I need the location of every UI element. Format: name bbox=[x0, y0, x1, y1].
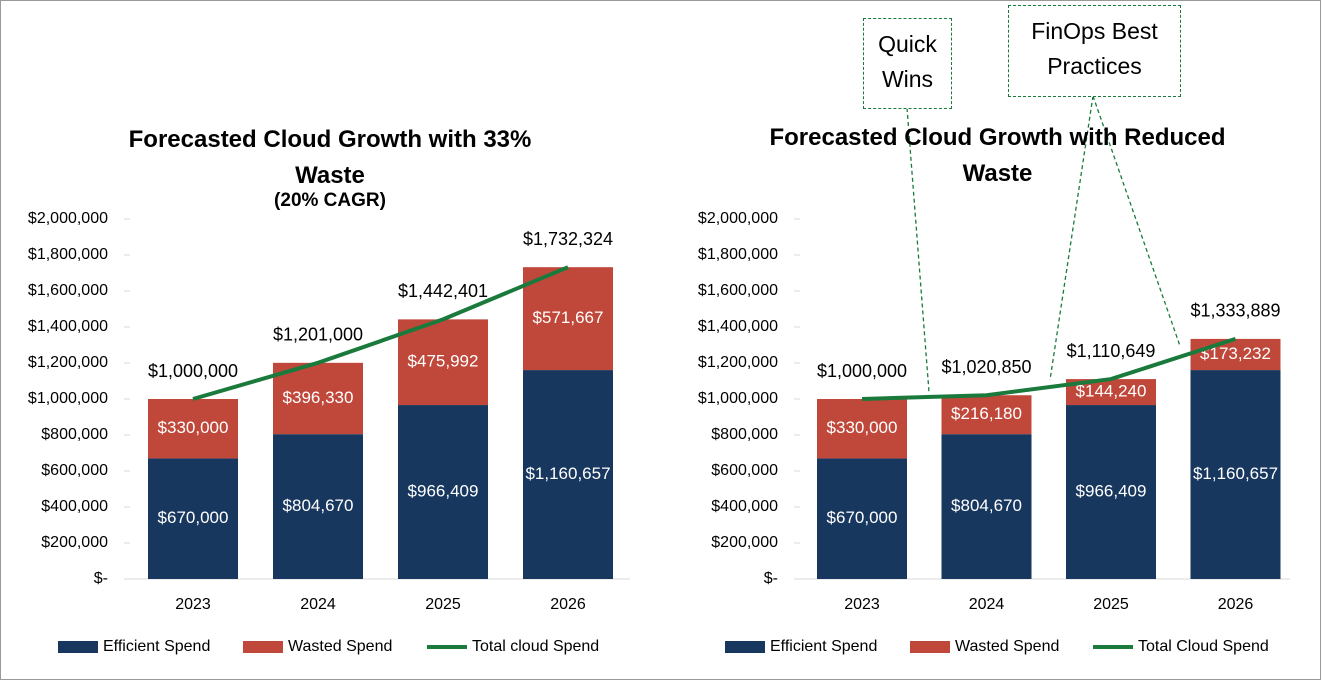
y-tick-label: $400,000 bbox=[41, 498, 108, 515]
line-value-label: $1,000,000 bbox=[148, 361, 238, 381]
line-value-label: $1,020,850 bbox=[941, 357, 1031, 377]
bar-value-label: $966,409 bbox=[408, 482, 479, 501]
y-tick-label: $800,000 bbox=[41, 426, 108, 443]
x-tick-label: 2026 bbox=[550, 596, 586, 613]
line-value-label: $1,442,401 bbox=[398, 281, 488, 301]
bar-segment bbox=[1190, 338, 1281, 371]
chart-left: $- $200,000 $400,000 $600,000 $800,000 $1,000… bbox=[28, 210, 630, 655]
callout-line bbox=[1049, 95, 1094, 381]
bar-value-label: $144,240 bbox=[1076, 382, 1147, 401]
bar-segment bbox=[523, 267, 613, 371]
annotation: FinOps Best Practices bbox=[1008, 5, 1181, 97]
y-tick-label: $1,200,000 bbox=[698, 354, 778, 371]
line-value-label: $1,201,000 bbox=[273, 325, 363, 345]
x-tick-label: 2025 bbox=[1093, 596, 1129, 613]
x-tick-label: 2023 bbox=[175, 596, 211, 613]
legend-label: Wasted Spend bbox=[955, 638, 1059, 655]
line-value-label: $1,000,000 bbox=[817, 361, 907, 381]
line-value-label: $1,732,324 bbox=[523, 229, 613, 249]
y-tick-label: $1,800,000 bbox=[28, 246, 108, 263]
bar-segment bbox=[1190, 370, 1281, 579]
bar-value-label: $571,667 bbox=[533, 308, 604, 327]
bar-value-label: $173,232 bbox=[1200, 344, 1271, 363]
legend-label: Total cloud Spend bbox=[472, 638, 599, 655]
annotation: Quick Wins bbox=[863, 18, 952, 109]
bar-value-label: $670,000 bbox=[158, 508, 229, 527]
x-tick-label: 2024 bbox=[969, 596, 1005, 613]
y-tick-label: $400,000 bbox=[711, 498, 778, 515]
bar-value-label: $804,670 bbox=[951, 496, 1022, 515]
line-series bbox=[861, 336, 1237, 401]
bar-value-label: $216,180 bbox=[951, 404, 1022, 423]
legend-label: Efficient Spend bbox=[770, 638, 877, 655]
bar-value-label: $804,670 bbox=[283, 496, 354, 515]
callout-lines bbox=[906, 95, 1181, 393]
bar-segment bbox=[523, 370, 613, 579]
chart-title: Forecasted Cloud Growth with Reduced Was… bbox=[769, 124, 1226, 187]
chart-right: $- $200,000 $400,000 $600,000 $800,000 $1,000… bbox=[698, 210, 1290, 655]
bar-segment bbox=[148, 458, 238, 579]
legend-swatch bbox=[725, 641, 765, 653]
bar-value-label: $1,160,657 bbox=[1193, 464, 1278, 483]
bar-segment bbox=[398, 405, 488, 579]
y-tick-label: $1,400,000 bbox=[698, 318, 778, 335]
bar-segment bbox=[941, 434, 1032, 579]
x-tick-label: 2024 bbox=[300, 596, 336, 613]
bar-value-label: $396,330 bbox=[283, 388, 354, 407]
y-tick-label: $1,000,000 bbox=[698, 390, 778, 407]
y-tick-label: $- bbox=[764, 570, 778, 587]
y-tick-label: $800,000 bbox=[711, 426, 778, 443]
bar-value-label: $330,000 bbox=[158, 418, 229, 437]
x-tick-label: 2026 bbox=[1218, 596, 1254, 613]
y-tick-label: $200,000 bbox=[41, 534, 108, 551]
legend-label: Efficient Spend bbox=[103, 638, 210, 655]
callout-line bbox=[1092, 95, 1181, 347]
y-tick-label: $200,000 bbox=[711, 534, 778, 551]
bar-value-label: $475,992 bbox=[408, 352, 479, 371]
y-tick-label: $1,400,000 bbox=[28, 318, 108, 335]
bar-segment bbox=[273, 362, 363, 435]
y-tick-label: $1,800,000 bbox=[698, 246, 778, 263]
callout-line bbox=[906, 107, 930, 393]
legend-swatch bbox=[243, 641, 283, 653]
bar-value-label: $1,160,657 bbox=[525, 464, 610, 483]
bar-segment bbox=[273, 434, 363, 579]
y-tick-label: $600,000 bbox=[41, 462, 108, 479]
y-tick-label: $2,000,000 bbox=[698, 210, 778, 227]
bar-segment bbox=[941, 395, 1032, 435]
y-tick-label: $- bbox=[94, 570, 108, 587]
bar-segment bbox=[817, 458, 907, 579]
legend-label: Total Cloud Spend bbox=[1138, 638, 1269, 655]
bar-segment bbox=[398, 319, 488, 406]
y-tick-label: $1,600,000 bbox=[698, 282, 778, 299]
chart-title: Forecasted Cloud Growth with 33% Waste bbox=[128, 126, 532, 189]
x-tick-label: 2025 bbox=[425, 596, 461, 613]
y-tick-label: $1,000,000 bbox=[28, 390, 108, 407]
bar-segment bbox=[1066, 405, 1156, 579]
bar-value-label: $330,000 bbox=[827, 418, 898, 437]
bar-value-label: $670,000 bbox=[827, 508, 898, 527]
bar-segment bbox=[817, 399, 907, 459]
line-value-label: $1,333,889 bbox=[1190, 301, 1280, 321]
chart-subtitle: (20% CAGR) bbox=[274, 190, 386, 211]
y-tick-label: $1,200,000 bbox=[28, 354, 108, 371]
y-tick-label: $2,000,000 bbox=[28, 210, 108, 227]
bar-value-label: $966,409 bbox=[1076, 482, 1147, 501]
legend-swatch bbox=[910, 641, 950, 653]
line-value-label: $1,110,649 bbox=[1067, 341, 1156, 361]
bar-segment bbox=[148, 399, 238, 459]
line-series bbox=[192, 265, 569, 401]
y-tick-label: $1,600,000 bbox=[28, 282, 108, 299]
y-tick-label: $600,000 bbox=[711, 462, 778, 479]
legend-label: Wasted Spend bbox=[288, 638, 392, 655]
legend-swatch bbox=[58, 641, 98, 653]
x-tick-label: 2023 bbox=[844, 596, 880, 613]
